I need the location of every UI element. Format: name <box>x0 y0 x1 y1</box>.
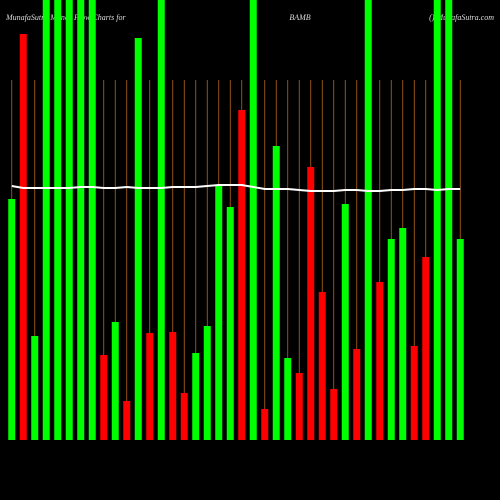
bar <box>284 358 292 440</box>
bar <box>376 282 384 440</box>
bar <box>445 0 453 440</box>
bar <box>134 38 142 440</box>
chart-title-center: BAMB <box>289 13 310 22</box>
bar <box>364 0 372 440</box>
chart-title-left: MunafaSutra Money Flow Charts for <box>5 13 126 22</box>
bar <box>249 0 257 440</box>
bar <box>387 239 395 440</box>
bar <box>272 146 280 440</box>
bar <box>261 409 269 440</box>
bar <box>77 0 85 440</box>
bar <box>157 0 165 440</box>
bar <box>192 353 200 440</box>
bar <box>180 393 188 440</box>
bar <box>215 186 223 440</box>
bar <box>100 355 108 440</box>
bar <box>8 199 16 440</box>
bar <box>88 0 96 440</box>
bar <box>123 401 131 440</box>
bar <box>422 257 430 440</box>
bar <box>146 333 154 440</box>
bar <box>238 110 246 440</box>
bar <box>433 0 441 440</box>
bar <box>65 0 73 440</box>
bar <box>203 326 211 440</box>
bar <box>31 336 39 440</box>
bar <box>54 0 62 440</box>
bar <box>169 332 177 440</box>
bar <box>353 349 361 440</box>
bar <box>111 322 119 440</box>
bar <box>341 204 349 440</box>
flow-line <box>11 184 461 192</box>
bar <box>307 167 315 440</box>
chart-title-right: () MunafaSutra.com <box>429 13 494 22</box>
bar <box>19 34 27 440</box>
bar <box>330 389 338 440</box>
bar <box>226 207 234 440</box>
bar <box>410 346 418 440</box>
bar <box>399 228 407 440</box>
bar <box>456 239 464 440</box>
bar <box>295 373 303 440</box>
bar <box>42 0 50 440</box>
bar <box>318 292 326 440</box>
